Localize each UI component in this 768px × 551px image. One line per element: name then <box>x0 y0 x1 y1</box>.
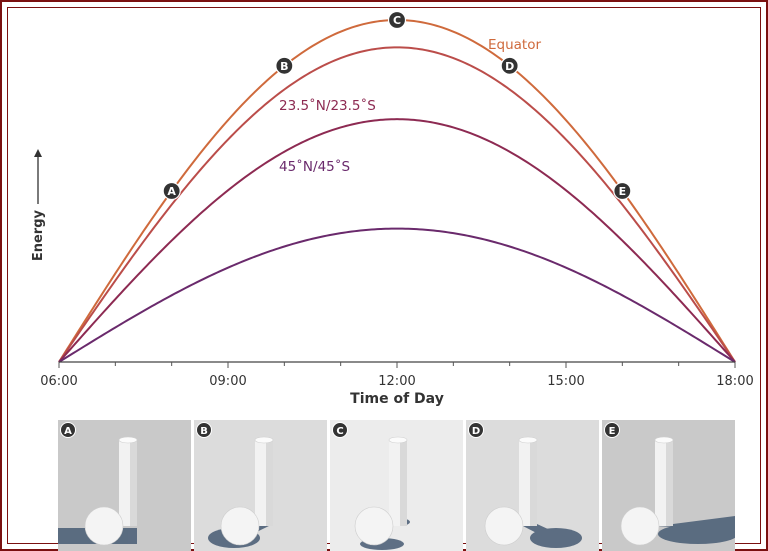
series-label: Equator <box>488 37 541 53</box>
thumbnail-c: C <box>330 420 463 551</box>
thumbnail-badge <box>468 422 484 438</box>
chart: 06:00 09:00 12:00 15:00 18:00 Equator 23.5˚N/… <box>31 10 754 407</box>
marker-letter: D <box>505 60 514 73</box>
thumbnail-b: B <box>194 420 327 551</box>
marker-dot <box>387 10 407 30</box>
thumbnail-letter: D <box>472 426 480 437</box>
sphere <box>84 506 124 546</box>
marker-a: A <box>162 181 181 201</box>
marker-dot <box>613 181 632 201</box>
y-axis: Energy <box>31 149 46 261</box>
thumbnail-badge <box>332 422 348 438</box>
x-tick-label: 15:00 <box>547 374 584 389</box>
marker-letter: B <box>280 60 288 73</box>
sphere <box>620 506 660 546</box>
series-line-3 <box>58 118 736 363</box>
point-markers: A B C D E <box>162 10 632 201</box>
thumbnail-letter: A <box>64 426 72 437</box>
shadow <box>519 524 582 548</box>
series-label: 45˚N/45˚S <box>279 158 350 175</box>
x-axis-label: Time of Day <box>350 391 444 407</box>
marker-e: E <box>613 181 632 201</box>
marker-letter: A <box>167 185 176 198</box>
cylinder <box>118 436 138 526</box>
y-axis-label: Energy <box>31 209 46 261</box>
marker-dot <box>275 56 294 75</box>
thumbnail-badge <box>60 422 76 438</box>
thumbnail-letter: E <box>609 426 616 437</box>
thumbnail-letter: C <box>336 426 343 437</box>
cylinder <box>518 436 538 526</box>
series-group <box>58 18 736 363</box>
marker-letter: C <box>393 14 401 27</box>
thumbnail-d: D <box>466 420 599 551</box>
marker-dot <box>500 56 519 75</box>
series-labels: Equator 23.5˚N/23.5˚S 45˚N/45˚S <box>279 37 541 175</box>
shadow <box>655 516 735 544</box>
thumbnail-a: A <box>58 420 191 551</box>
sphere <box>354 506 394 546</box>
series-line-4 <box>58 227 736 363</box>
x-axis: 06:00 09:00 12:00 15:00 18:00 <box>40 361 754 389</box>
series-label: 23.5˚N/23.5˚S <box>279 97 376 114</box>
x-tick-label: 12:00 <box>378 374 415 389</box>
x-tick-label: 06:00 <box>40 374 77 389</box>
sphere <box>484 506 524 546</box>
cylinder <box>654 436 674 526</box>
series-line-1 <box>58 18 736 363</box>
sphere <box>220 506 260 546</box>
thumbnail-badge <box>604 422 620 438</box>
marker-letter: E <box>619 185 627 198</box>
x-tick-label: 09:00 <box>209 374 246 389</box>
marker-c: C <box>387 10 407 30</box>
cylinder <box>388 436 408 526</box>
y-axis-arrow-head <box>34 149 42 157</box>
thumbnail-badge <box>196 422 212 438</box>
cylinder <box>254 436 274 526</box>
x-tick-label: 18:00 <box>716 374 753 389</box>
marker-b: B <box>275 56 294 75</box>
series-line-2 <box>58 46 736 363</box>
marker-dot <box>162 181 181 201</box>
thumbnail-letter: B <box>200 426 208 437</box>
marker-d: D <box>500 56 519 75</box>
thumbnail-e: E <box>602 420 735 551</box>
